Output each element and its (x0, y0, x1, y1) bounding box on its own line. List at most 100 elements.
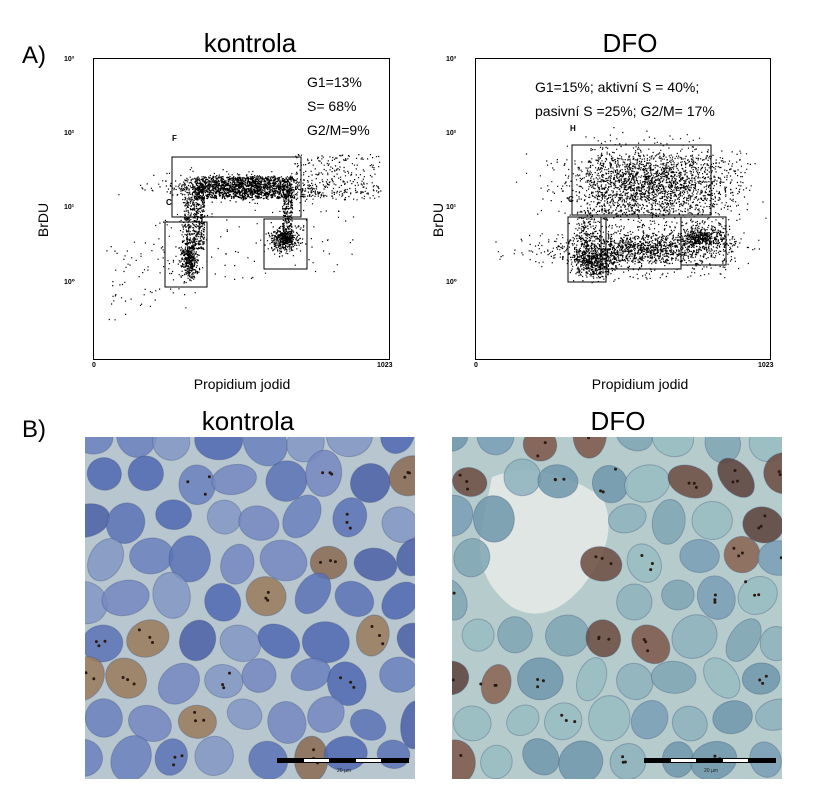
nucleus (609, 743, 647, 779)
nucleolus-dot (345, 512, 349, 516)
nucleolus-dot (458, 473, 462, 477)
y-tick-1: 10⁰ (446, 279, 457, 286)
nucleolus-dot (97, 644, 101, 648)
nucleus (476, 437, 515, 456)
kontrola-gate-1 (164, 221, 208, 288)
nucleolus-dot (758, 678, 762, 682)
flow-plot-dfo (475, 58, 771, 360)
x-tick-1023: 1023 (758, 362, 774, 369)
nucleolus-dot (642, 638, 646, 641)
nucleus (755, 698, 782, 731)
nucleus (759, 626, 782, 662)
nucleolus-dot (609, 562, 613, 566)
nucleus (591, 465, 629, 504)
nucleus (326, 661, 367, 706)
nucleus (703, 657, 741, 699)
y-axis-label: BrDU (35, 202, 51, 238)
stat-s: S= 68% (307, 98, 357, 114)
gate-label-h: H (570, 124, 576, 133)
x-tick-0: 0 (474, 362, 478, 369)
stained-nucleus (105, 657, 147, 699)
kontrola-gate-2 (263, 218, 308, 270)
nucleus (242, 437, 288, 467)
nucleus (452, 577, 468, 621)
nucleolus-dot (759, 524, 763, 528)
stained-nucleus (388, 455, 415, 497)
nucleolus-dot (560, 713, 564, 717)
nucleus (219, 624, 262, 662)
nucleus (85, 698, 123, 738)
scale-bar (644, 758, 776, 763)
stained-nucleus (85, 656, 105, 702)
nucleus (294, 572, 332, 615)
nucleolus-dot (644, 640, 648, 644)
nucleus (381, 581, 415, 620)
nucleolus-dot (266, 598, 270, 602)
nucleus (85, 624, 124, 663)
nucleus (671, 705, 708, 742)
nucleolus-dot (137, 628, 141, 632)
nucleolus-dot (753, 593, 757, 597)
nucleolus-dot (757, 526, 761, 530)
nucleolus-dot (587, 437, 591, 440)
nucleolus-dot (646, 649, 650, 653)
y-tick-10: 10¹ (446, 204, 457, 211)
x-axis-label: Propidium jodid (591, 376, 689, 392)
stained-nucleus (452, 660, 470, 696)
gate-label-f: F (172, 134, 177, 143)
nucleolus-dot (148, 635, 152, 639)
nucleolus-dot (541, 679, 545, 683)
nucleus (503, 458, 542, 497)
stained-nucleus (572, 437, 608, 459)
nucleus (400, 700, 415, 750)
flow-plot-kontrola-canvas (106, 154, 382, 321)
nucleolus-dot (740, 551, 744, 555)
nucleus (651, 437, 694, 458)
y-tick-100: 10² (446, 130, 457, 137)
nucleus (757, 540, 782, 576)
nucleus (661, 579, 695, 611)
clear-lumen (480, 470, 609, 614)
nucleus (630, 700, 669, 740)
stained-nucleus (522, 437, 558, 462)
nucleolus-dot (321, 471, 325, 475)
y-tick-10: 10¹ (64, 204, 75, 211)
nucleolus-dot (650, 562, 654, 565)
nucleus (127, 455, 164, 492)
dfo-gate-0 (571, 144, 712, 216)
nucleolus-dot (345, 520, 349, 524)
nucleolus-dot (744, 580, 748, 584)
nucleolus-dot (348, 526, 352, 530)
y-tick-1: 10⁰ (64, 279, 75, 286)
scale-bar-segment (723, 759, 748, 762)
nucleus (85, 437, 114, 455)
nucleus (522, 738, 560, 776)
nucleolus-dot (370, 625, 374, 628)
x-tick-1023: 1023 (377, 362, 393, 369)
x-axis-label: Propidium jodid (193, 376, 291, 392)
nucleolus-dot (319, 560, 322, 564)
kontrola-gate-0 (171, 156, 302, 218)
nucleolus-dot (186, 480, 190, 484)
nucleus (152, 571, 191, 619)
micrograph-title-kontrola: kontrola (201, 406, 295, 436)
nucleolus-dot (564, 719, 568, 722)
stained-nucleus (742, 506, 782, 544)
nucleolus-dot (266, 590, 270, 594)
panel-a-label: A) (22, 42, 46, 69)
nucleus (168, 535, 211, 583)
nucleolus-dot (713, 600, 717, 604)
nucleolus-dot (536, 685, 540, 689)
stained-nucleus (667, 464, 713, 499)
nucleus (588, 695, 631, 742)
nucleolus-dot (207, 475, 211, 479)
nucleus (86, 457, 122, 491)
scale-bar-black (277, 758, 409, 763)
nucleus (712, 700, 753, 735)
y-axis-label: BrDU (430, 202, 446, 238)
plot-title-kontrola: kontrola (203, 28, 297, 58)
nucleolus-dot (378, 634, 381, 637)
nucleolus-dot (573, 720, 577, 724)
nucleus (696, 575, 736, 620)
nucleus (265, 460, 308, 502)
